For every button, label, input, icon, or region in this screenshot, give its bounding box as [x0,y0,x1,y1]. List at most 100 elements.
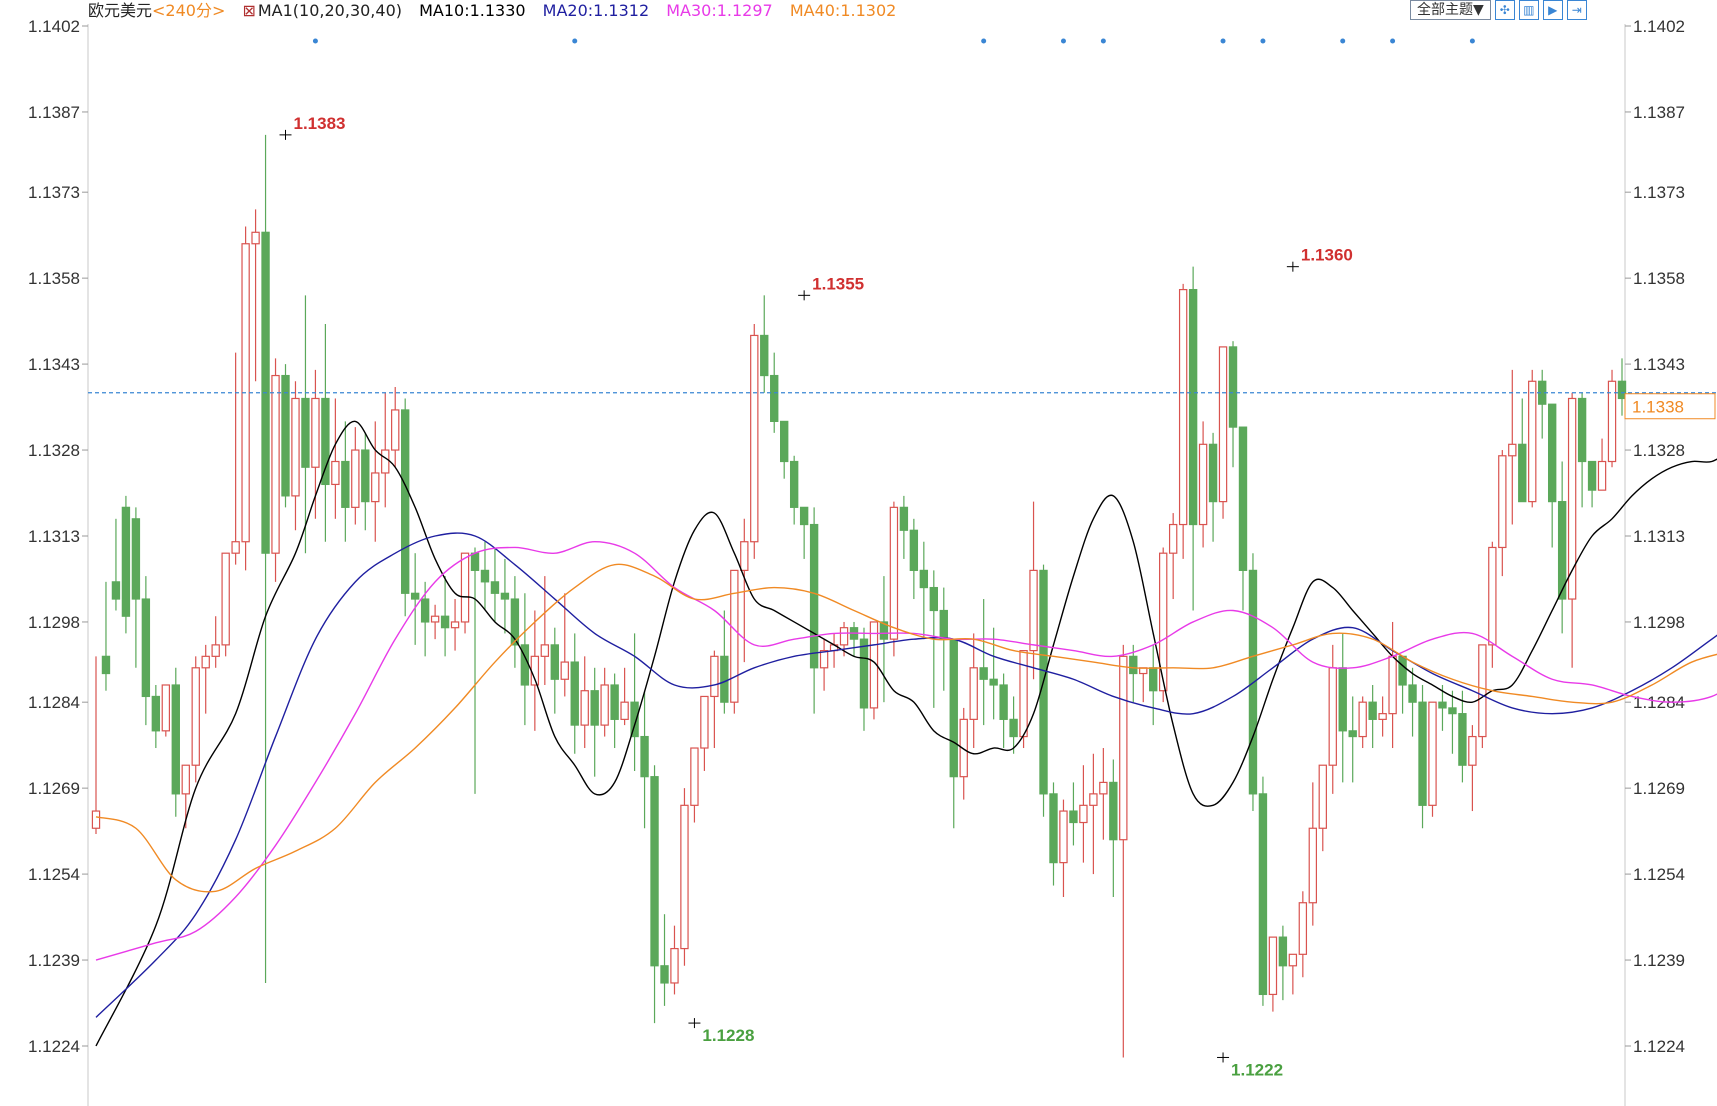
candle-down[interactable] [1368,701,1377,720]
candle-down[interactable] [760,334,769,377]
candle-up[interactable] [1528,380,1537,503]
candle-up[interactable] [1168,523,1178,554]
candle-down[interactable] [1617,380,1627,400]
candle-up[interactable] [730,569,739,703]
event-marker[interactable] [312,38,318,44]
step-forward-icon[interactable]: ▶ [1542,0,1563,20]
candle-down[interactable] [809,523,819,669]
candle-down[interactable] [1458,713,1467,766]
candle-down[interactable] [131,518,141,600]
candle-up[interactable] [1079,804,1088,824]
candle-up[interactable] [1099,781,1108,795]
next-icon[interactable]: ⇥ [1566,0,1587,20]
candle-up[interactable] [371,472,380,503]
candle-down[interactable] [650,776,659,967]
candle-up[interactable] [1218,346,1228,503]
candle-down[interactable] [799,506,809,526]
candle-down[interactable] [1518,443,1527,503]
candle-up[interactable] [1178,288,1188,526]
candle-up[interactable] [181,764,190,795]
candle-down[interactable] [979,667,988,680]
candle-down[interactable] [420,598,430,623]
candle-down[interactable] [1109,781,1118,841]
event-marker[interactable] [1469,38,1475,44]
candle-up[interactable] [690,747,699,806]
candle-up[interactable] [430,615,440,623]
candle-up[interactable] [1468,735,1477,766]
candle-down[interactable] [1338,667,1347,732]
ma40-line[interactable] [95,563,1717,893]
event-marker[interactable] [1390,38,1396,44]
candle-up[interactable] [391,409,400,451]
candle-down[interactable] [101,655,111,675]
candle-up[interactable] [251,231,260,245]
candle-up[interactable] [91,810,101,829]
candle-down[interactable] [301,397,310,468]
candle-up[interactable] [700,695,709,749]
candle-up[interactable] [1358,701,1367,738]
candle-up[interactable] [381,449,390,474]
candle-down[interactable] [1228,346,1238,428]
candle-up[interactable] [750,334,759,543]
candle-up[interactable] [1498,455,1507,549]
candle-down[interactable] [361,449,370,503]
candle-down[interactable] [141,598,151,698]
candle-up[interactable] [1059,810,1068,864]
candle-up[interactable] [580,690,589,726]
candle-down[interactable] [570,661,579,726]
candle-down[interactable] [1069,810,1078,824]
candle-up[interactable] [211,644,220,657]
indicator-name[interactable]: MA1(10,20,30,40) [257,1,402,20]
event-marker[interactable] [1260,38,1266,44]
candle-up[interactable] [969,667,978,720]
candle-down[interactable] [1009,718,1018,738]
candle-down[interactable] [1049,793,1058,864]
candle-up[interactable] [839,627,849,646]
candle-up[interactable] [331,460,340,486]
candle-up[interactable] [1029,569,1038,652]
event-marker[interactable] [1340,38,1346,44]
candle-down[interactable] [281,374,290,497]
candle-up[interactable] [311,397,320,468]
candle-down[interactable] [949,638,958,778]
candle-down[interactable] [989,678,998,686]
split-view-icon[interactable]: ▥ [1518,0,1539,20]
candle-down[interactable] [171,684,180,795]
candle-up[interactable] [1328,667,1337,766]
candle-down[interactable] [1348,730,1357,738]
candle-up[interactable] [540,644,550,657]
candle-up[interactable] [1508,443,1517,457]
candle-down[interactable] [1418,701,1427,806]
candle-down[interactable] [470,552,480,571]
candle-up[interactable] [1089,793,1098,806]
candle-up[interactable] [869,621,879,709]
candle-down[interactable] [909,529,919,571]
candle-down[interactable] [1587,460,1597,491]
candle-down[interactable] [899,506,909,531]
candle-down[interactable] [321,397,330,486]
candle-down[interactable] [859,638,869,709]
candle-up[interactable] [1159,552,1168,692]
candle-up[interactable] [291,397,300,497]
candle-down[interactable] [929,586,938,612]
candle-down[interactable] [789,460,799,508]
candle-up[interactable] [740,541,749,571]
candle-down[interactable] [480,569,490,583]
candle-up[interactable] [450,621,460,629]
candle-up[interactable] [1318,764,1327,829]
candle-down[interactable] [1238,426,1248,571]
candle-down[interactable] [1438,701,1447,709]
candle-up[interactable] [351,449,360,508]
candle-up[interactable] [889,506,899,640]
period-label[interactable]: <240分> [152,1,226,20]
candle-down[interactable] [121,506,131,617]
candle-up[interactable] [191,667,200,766]
candle-up[interactable] [1308,827,1318,904]
candle-up[interactable] [819,650,829,669]
candle-down[interactable] [490,581,500,594]
candle-down[interactable] [1149,667,1158,692]
ma10-line[interactable] [95,420,1717,1047]
candle-up[interactable] [680,804,689,950]
theme-dropdown-button[interactable]: 全部主题▼ [1410,0,1491,20]
